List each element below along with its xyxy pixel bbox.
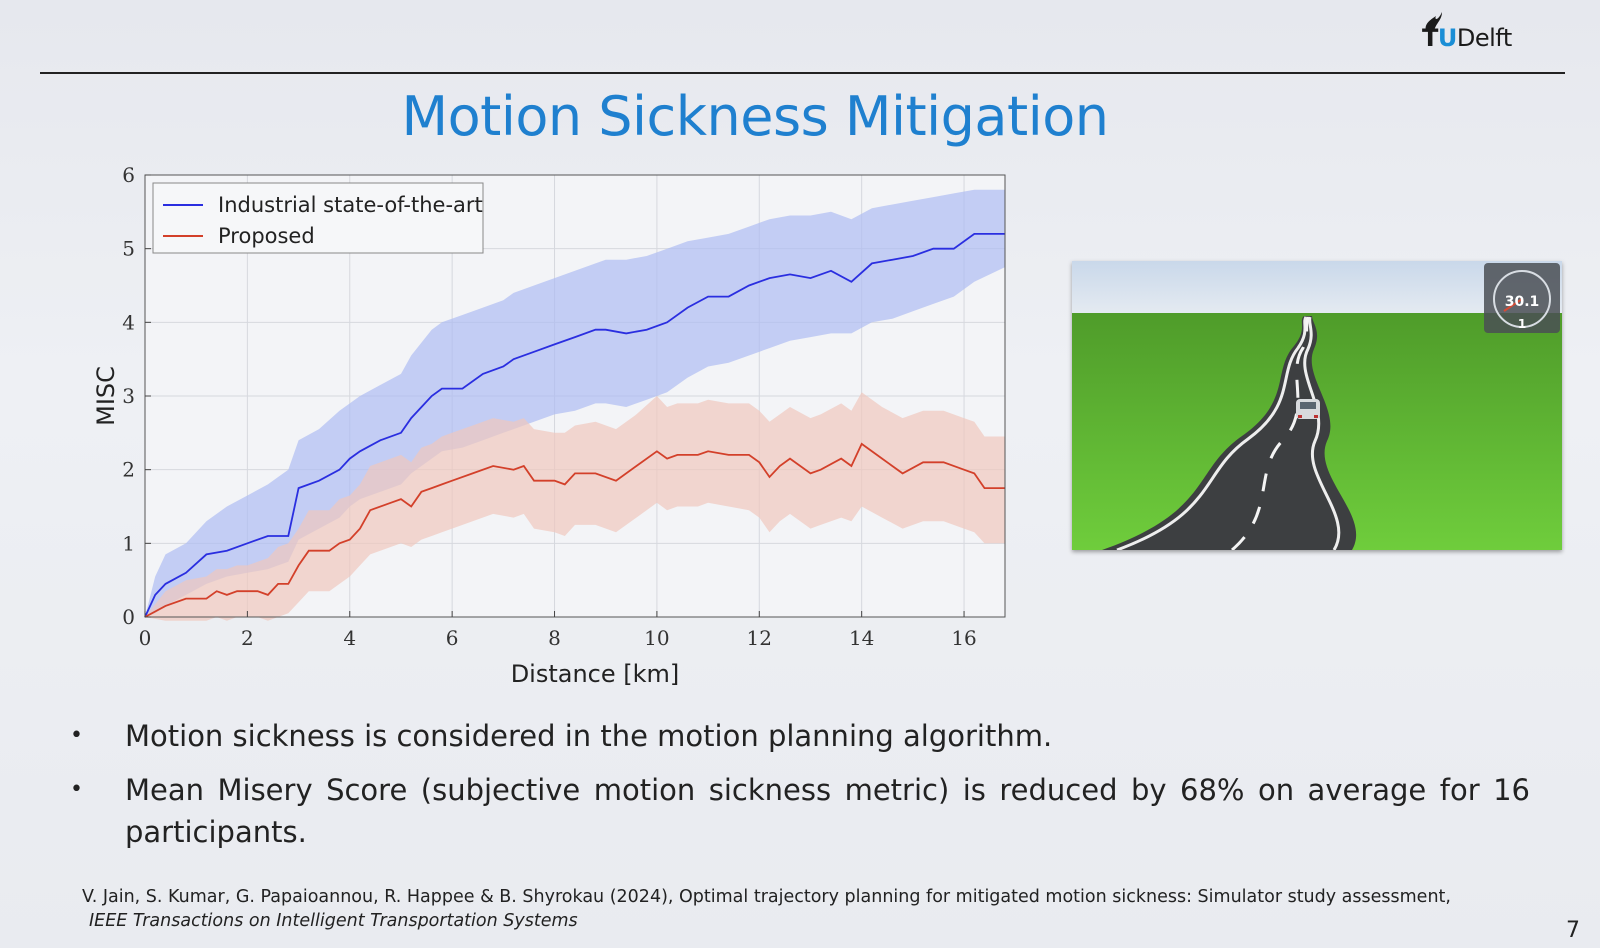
confidence-band: [145, 189, 1005, 617]
speed-readout: 30.1: [1505, 294, 1540, 310]
x-tick-label: 0: [139, 626, 152, 650]
x-tick-label: 16: [951, 626, 976, 650]
road-edge-left: [1116, 316, 1308, 550]
bullet-text: Motion sickness is considered in the mot…: [125, 719, 1053, 753]
series-line: [144, 442, 1005, 618]
y-tick-label: 4: [122, 310, 135, 334]
legend-label: Proposed: [218, 224, 315, 248]
bullet-item: • Motion sickness is considered in the m…: [70, 715, 1530, 757]
flame-icon: [1425, 12, 1442, 31]
page-number: 7: [1566, 918, 1580, 943]
x-tick-label: 2: [241, 626, 254, 650]
bullet-text: Mean Misery Score (subjective motion sic…: [125, 773, 1530, 849]
sky: [1072, 261, 1562, 313]
header-rule: [40, 72, 1565, 74]
series-line: [144, 233, 1005, 618]
y-tick-label: 6: [122, 163, 135, 187]
driving-simulator-image: 30.1 1: [1072, 261, 1562, 550]
y-tick-label: 1: [122, 531, 135, 555]
x-tick-label: 14: [849, 626, 874, 650]
y-tick-label: 0: [122, 605, 135, 629]
legend-box: [152, 182, 484, 254]
x-axis-label: Distance [km]: [511, 660, 680, 688]
y-tick-label: 2: [122, 458, 135, 482]
y-axis-label: MISC: [92, 366, 120, 426]
speedometer-dashboard: 30.1 1: [1484, 263, 1560, 333]
legend-label: Industrial state-of-the-art: [218, 193, 483, 217]
misc-chart: 0 2 4 6 8 10 12 14 16 0 1 2 3 4 5 6 Distance [km] MISC Ind…: [80, 160, 1040, 715]
reference-authors: V. Jain, S. Kumar, G. Papaioannou, R. Ha…: [82, 887, 1451, 907]
confidence-band: [145, 392, 1005, 621]
reference: V. Jain, S. Kumar, G. Papaioannou, R. Ha…: [82, 885, 1542, 933]
car: [1296, 399, 1320, 419]
logo-wordmark: TUDelft: [1422, 24, 1512, 52]
bullet-dot: •: [70, 723, 83, 748]
y-tick-label: 5: [122, 237, 135, 261]
bullet-item: • Mean Misery Score (subjective motion s…: [70, 769, 1530, 853]
bullet-list: • Motion sickness is considered in the m…: [70, 715, 1530, 865]
reference-journal: IEEE Transactions on Intelligent Transpo…: [89, 911, 578, 931]
gear-readout: 1: [1518, 317, 1526, 331]
slide-title: Motion Sickness Mitigation: [401, 85, 1109, 148]
bullet-dot: •: [70, 777, 83, 802]
x-tick-label: 6: [446, 626, 459, 650]
tudelft-logo: TUDelft: [1420, 10, 1530, 55]
x-tick-label: 8: [548, 626, 561, 650]
road: [1102, 316, 1357, 550]
y-tick-label: 3: [122, 384, 135, 408]
simulator-scene: 30.1 1: [1072, 261, 1562, 550]
x-tick-label: 4: [343, 626, 356, 650]
x-tick-label: 10: [644, 626, 669, 650]
x-tick-label: 12: [747, 626, 772, 650]
